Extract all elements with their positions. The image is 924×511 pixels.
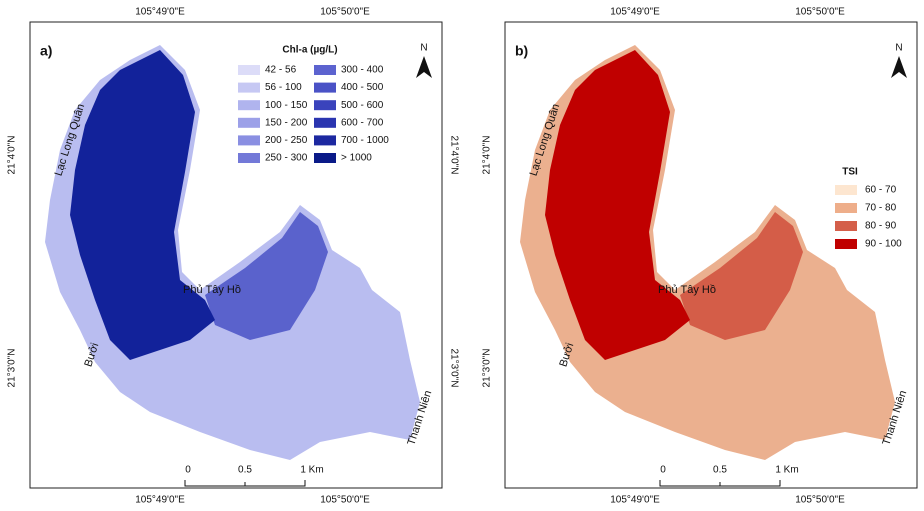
legend-swatch [314, 117, 336, 128]
map-frame [504, 21, 918, 489]
legend-label: 60 - 70 [865, 185, 897, 196]
left-tick-label: 21°4'0"N [482, 136, 493, 175]
legend-swatch [314, 100, 336, 111]
lake-dark [70, 50, 215, 360]
legend-swatch [835, 221, 857, 231]
left-tick-label: 21°3'0"N [482, 349, 493, 388]
panel-label: a) [40, 43, 52, 59]
scale-label: 0.5 [238, 465, 252, 476]
legend-label: 200 - 250 [265, 135, 308, 146]
legend-label: 150 - 200 [265, 117, 308, 128]
legend-swatch [238, 153, 260, 163]
legend-label: 700 - 1000 [341, 135, 389, 146]
scale-bar [184, 480, 306, 487]
north-label: N [895, 43, 902, 54]
legend-label: 600 - 700 [341, 117, 384, 128]
bottom-tick-label: 105°49'0"E [610, 495, 660, 506]
top-tick-label: 105°49'0"E [135, 7, 185, 18]
legend-label: 400 - 500 [341, 82, 384, 93]
scale-label: 0.5 [713, 465, 727, 476]
left-tick-label: 21°4'0"N [7, 136, 18, 175]
legend-label: 80 - 90 [865, 221, 897, 232]
legend-label: 500 - 600 [341, 100, 384, 111]
top-tick-label: 105°49'0"E [610, 7, 660, 18]
legend-label: > 1000 [341, 153, 372, 164]
bottom-tick-label: 105°50'0"E [320, 495, 370, 506]
scale-label: 0 [660, 465, 666, 476]
legend-label: 42 - 56 [265, 65, 297, 76]
map-panel: b) 105°49'0"E 105°49'0"E 105°50'0"E 105°50'0… [482, 7, 924, 506]
scale-label: 0 [185, 465, 191, 476]
legend-swatch [314, 153, 336, 163]
north-arrow [891, 56, 907, 78]
legend-swatch [238, 100, 260, 111]
map-panel: a) 105°49'0"E 105°49'0"E 105°50'0"E 105°50'0… [7, 7, 460, 506]
lake-mid [205, 212, 328, 340]
bottom-tick-label: 105°50'0"E [795, 495, 845, 506]
legend-label: 250 - 300 [265, 153, 308, 164]
legend-swatch [314, 82, 336, 93]
legend-label: 70 - 80 [865, 203, 897, 214]
scale-label: 1 Km [775, 465, 798, 476]
bottom-tick-label: 105°49'0"E [135, 495, 185, 506]
legend-swatch [835, 185, 857, 195]
legend-title: Chl-a (µg/L) [282, 45, 337, 56]
top-tick-label: 105°50'0"E [795, 7, 845, 18]
map-frame [29, 21, 443, 489]
legend-swatch [835, 239, 857, 249]
legend-label: 90 - 100 [865, 239, 902, 250]
legend-swatch [238, 135, 260, 146]
legend-swatch [238, 117, 260, 128]
lake-mid [680, 212, 803, 340]
top-tick-label: 105°50'0"E [320, 7, 370, 18]
place-name: Phủ Tây Hồ [658, 284, 716, 296]
lake-dark [545, 50, 690, 360]
north-arrow [416, 56, 432, 78]
legend-swatch [238, 82, 260, 93]
legend-swatch [314, 135, 336, 146]
legend-label: 56 - 100 [265, 82, 302, 93]
north-label: N [420, 43, 427, 54]
legend-title: TSI [842, 167, 858, 178]
right-tick-label: 21°4'0"N [448, 136, 459, 175]
place-name: Phủ Tây Hồ [183, 284, 241, 296]
scale-bar [659, 480, 781, 487]
panel-label: b) [515, 43, 528, 59]
legend-label: 100 - 150 [265, 100, 308, 111]
scale-label: 1 Km [300, 465, 323, 476]
legend-swatch [238, 65, 260, 75]
legend-label: 300 - 400 [341, 65, 384, 76]
right-tick-label: 21°3'0"N [448, 349, 459, 388]
left-tick-label: 21°3'0"N [7, 349, 18, 388]
legend-swatch [835, 203, 857, 213]
legend-swatch [314, 65, 336, 75]
